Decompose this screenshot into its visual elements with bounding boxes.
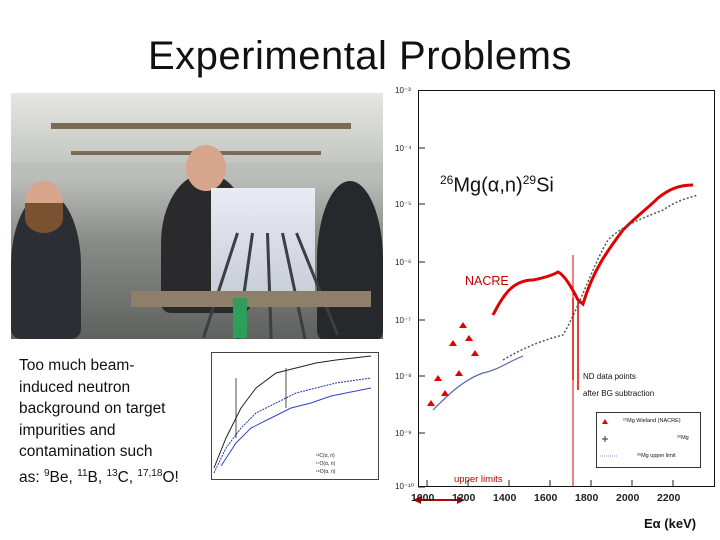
y-tick: 10⁻⁹ [395,429,412,438]
text-prefix: as: [19,468,44,486]
photo-green-cable [233,298,247,338]
main-plot: 10⁻³ 10⁻⁴ 10⁻⁵ 10⁻⁶ 10⁻⁷ 10⁻⁸ 10⁻⁹ 10⁻¹⁰… [393,86,720,540]
inset-legend-item: ¹⁸O(α, n) [316,469,336,475]
isotope-symbol: Be, [49,468,78,486]
y-tick: 10⁻⁴ [395,144,412,153]
y-tick: 10⁻⁷ [395,316,412,325]
nacre-curve [491,183,694,316]
inset-curves [213,355,372,474]
photo-face [186,145,226,191]
isotope-mass: 13 [106,467,118,479]
legend-markers [600,419,617,457]
left-description: Too much beam- induced neutron backgroun… [19,355,194,488]
text-line: as: 9Be, 11B, 13C, 17,18O! [19,463,194,489]
reaction-text-b: Si [536,174,554,197]
y-tick: 10⁻³ [395,86,411,95]
legend-item: ²⁶Mg upper limit [637,453,676,459]
x-tick: 2200 [657,492,681,504]
x-axis-name: Eα (keV) [644,516,697,531]
x-tick: 1800 [575,492,599,504]
photo-person-right [317,181,383,339]
mg26-curve [502,194,699,361]
isotope-mass: 11 [77,467,88,479]
y-tick: 10⁻⁵ [395,200,412,209]
page-title: Experimental Problems [148,34,572,78]
photo-table [131,291,371,307]
photo-beam [51,123,351,129]
nd-note-line1: ND data points [583,372,636,381]
isotope-symbol: O! [162,468,179,486]
inset-legend-item: ¹³C(α, n) [316,453,335,459]
main-plot-curves [413,90,699,504]
text-line: induced neutron [19,378,131,396]
x-tick: 1000 [411,492,435,504]
inset-frame [211,352,379,480]
x-tick: 1200 [452,492,476,504]
isotope-symbol: B, [87,468,107,486]
isotope-symbol: C, [117,468,138,486]
reaction-mass: 26 [440,173,454,187]
legend-item: ²⁵Mg Wieland (NACRE) [623,418,681,424]
upper-limits-label: upper limits [454,474,503,485]
photo-detector-box [211,188,315,298]
reaction-mass2: 29 [522,173,537,187]
nacre-label: NACRE [465,274,509,288]
text-line: background on target [19,400,166,417]
y-tick: 10⁻⁸ [395,372,412,381]
x-tick: 1400 [493,492,517,504]
x-tick: 2000 [616,492,640,504]
text-line: contamination such [19,443,153,460]
x-tick: 1600 [534,492,558,504]
y-tick: 10⁻⁶ [395,258,412,267]
y-tick: 10⁻¹⁰ [395,482,414,491]
nd-note-line2: after BG subtraction [583,389,655,398]
inset-chart [196,348,381,493]
reaction-text-a: Mg(α,n) [453,174,523,197]
text-line: Too much beam- [19,357,135,374]
photo-beard [25,203,63,233]
isotope-mass: 17,18 [137,467,163,479]
reaction-label: 26Mg(α,n)29Si [440,173,554,198]
setup-photo [11,93,383,339]
legend-item: ²⁶Mg [677,435,689,441]
plot-legend: ²⁵Mg Wieland (NACRE) ²⁶Mg ²⁶Mg upper lim… [596,412,701,468]
text-line: impurities and [19,421,116,439]
inset-legend: ¹³C(α, n) ¹⁷O(α, n) ¹⁸O(α, n) [316,452,335,476]
inset-legend-item: ¹⁷O(α, n) [316,461,336,467]
isotope-mass: 9 [43,467,50,479]
plot-frame [418,90,715,487]
